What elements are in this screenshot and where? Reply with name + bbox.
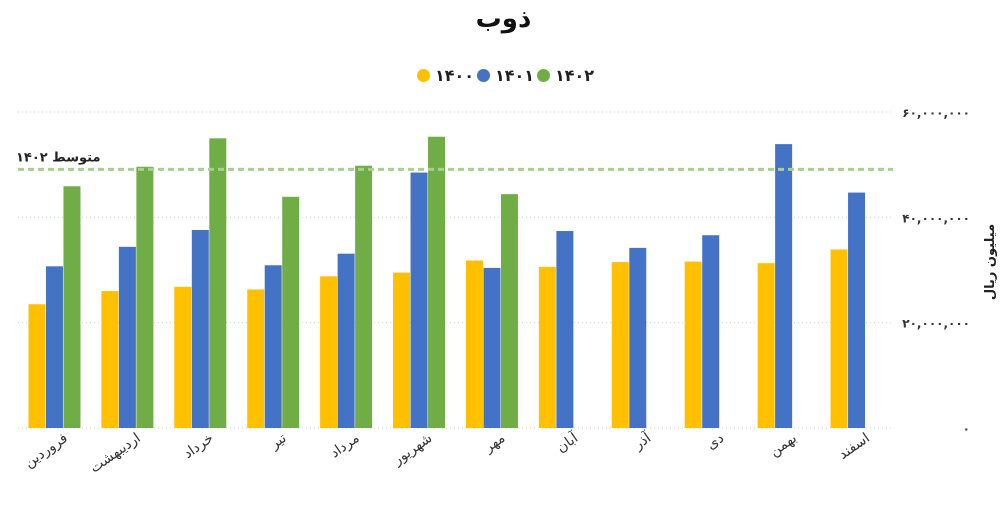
bar-1-6	[483, 267, 501, 428]
bar-1-2	[191, 229, 209, 428]
bar-1-0	[45, 266, 63, 428]
legend-swatch-1400	[417, 69, 430, 82]
y-tick-label: ۴۰,۰۰۰,۰۰۰	[902, 211, 970, 225]
bar-0-0	[28, 304, 46, 428]
x-tick-label: مرداد	[327, 430, 362, 461]
bar-2-2	[209, 138, 227, 429]
bar-1-8	[629, 247, 647, 428]
bar-0-8	[611, 262, 629, 428]
bar-2-0	[63, 186, 81, 428]
x-tick-label: آبان	[553, 429, 582, 456]
y-tick-label: ۰	[963, 422, 970, 436]
bar-1-7	[556, 231, 574, 428]
bar-0-6	[465, 260, 483, 428]
x-tick-label: خرداد	[181, 430, 217, 462]
legend-swatch-1401	[477, 69, 490, 82]
bar-0-3	[247, 289, 265, 428]
bar-2-3	[282, 196, 300, 428]
x-tick-label: اسفند	[836, 430, 873, 463]
bar-1-11	[848, 192, 866, 428]
x-tick-label: اردیبهشت	[87, 430, 143, 476]
x-tick-label: دی	[704, 430, 727, 453]
x-tick-label: شهریور	[389, 430, 435, 469]
bar-2-5	[428, 136, 446, 428]
legend-item-1401: ۱۴۰۱	[477, 66, 534, 85]
x-tick-label: بهمن	[767, 430, 800, 460]
legend: ۱۴۰۲ ۱۴۰۱ ۱۴۰۰	[380, 66, 630, 88]
legend-label-1400: ۱۴۰۰	[435, 66, 475, 85]
x-tick-label: فروردین	[22, 430, 71, 471]
bar-1-5	[410, 172, 428, 428]
legend-label-1402: ۱۴۰۲	[555, 66, 595, 85]
y-axis-title: میلیون ریال	[983, 224, 998, 300]
bar-0-4	[320, 276, 338, 428]
bar-1-1	[118, 246, 136, 428]
y-tick-label: ۶۰,۰۰۰,۰۰۰	[902, 106, 970, 120]
bar-0-7	[538, 266, 556, 428]
bar-2-4	[355, 165, 373, 428]
bar-2-1	[136, 166, 154, 429]
bar-1-3	[264, 265, 282, 428]
bar-1-4	[337, 253, 355, 428]
x-tick-label: آذر	[630, 429, 655, 454]
y-tick-label: ۲۰,۰۰۰,۰۰۰	[902, 317, 970, 331]
x-tick-label: مهر	[480, 430, 508, 456]
bar-0-2	[174, 286, 192, 428]
bar-0-11	[830, 249, 848, 428]
bar-1-10	[775, 144, 793, 429]
average-line-label: متوسط ۱۴۰۲	[16, 150, 101, 165]
bar-2-6	[500, 194, 518, 428]
legend-swatch-1402	[537, 69, 550, 82]
bar-0-10	[757, 263, 775, 428]
bar-1-9	[702, 235, 720, 428]
x-tick-label: تیر	[267, 430, 290, 453]
legend-item-1400: ۱۴۰۰	[417, 66, 474, 85]
legend-item-1402: ۱۴۰۲	[537, 66, 594, 85]
legend-label-1401: ۱۴۰۱	[495, 66, 535, 85]
bar-0-1	[101, 291, 119, 428]
bar-0-5	[393, 272, 411, 428]
bar-0-9	[684, 261, 702, 428]
chart-title: ذوب	[475, 4, 532, 34]
